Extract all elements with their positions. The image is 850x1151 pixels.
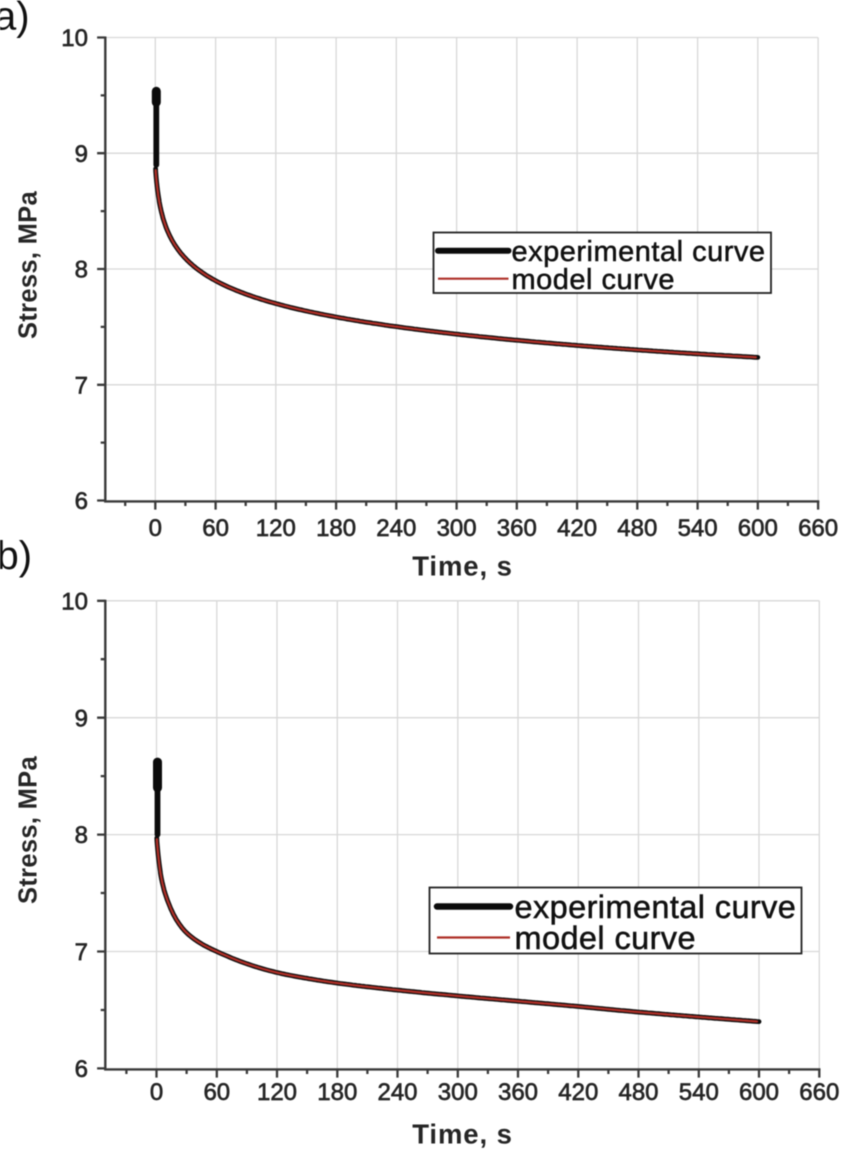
svg-text:300: 300 bbox=[437, 515, 477, 542]
svg-text:480: 480 bbox=[618, 1079, 658, 1106]
svg-text:60: 60 bbox=[202, 515, 229, 542]
svg-text:experimental curve: experimental curve bbox=[515, 889, 797, 925]
svg-text:7: 7 bbox=[75, 939, 88, 966]
svg-text:120: 120 bbox=[256, 515, 296, 542]
svg-text:model curve: model curve bbox=[512, 264, 675, 296]
svg-text:10: 10 bbox=[61, 588, 88, 615]
svg-text:6: 6 bbox=[75, 1056, 88, 1083]
svg-text:180: 180 bbox=[316, 515, 356, 542]
svg-text:480: 480 bbox=[617, 515, 657, 542]
svg-text:a): a) bbox=[0, 0, 30, 39]
svg-text:Stress, MPa: Stress, MPa bbox=[15, 191, 43, 339]
svg-text:Stress, MPa: Stress, MPa bbox=[15, 756, 43, 904]
svg-text:240: 240 bbox=[377, 1079, 417, 1106]
svg-text:9: 9 bbox=[75, 705, 88, 732]
svg-text:0: 0 bbox=[150, 1079, 163, 1106]
svg-text:360: 360 bbox=[498, 1079, 538, 1106]
svg-text:180: 180 bbox=[317, 1079, 357, 1106]
svg-text:420: 420 bbox=[558, 1079, 598, 1106]
svg-text:8: 8 bbox=[75, 257, 88, 284]
svg-text:experimental curve: experimental curve bbox=[512, 236, 766, 268]
svg-text:660: 660 bbox=[799, 1079, 839, 1106]
svg-text:300: 300 bbox=[438, 1079, 478, 1106]
svg-text:600: 600 bbox=[738, 515, 778, 542]
svg-text:model curve: model curve bbox=[515, 920, 696, 956]
svg-text:b): b) bbox=[0, 534, 32, 578]
svg-text:420: 420 bbox=[557, 515, 597, 542]
svg-text:9: 9 bbox=[75, 141, 88, 168]
svg-text:600: 600 bbox=[739, 1079, 779, 1106]
svg-text:Time, s: Time, s bbox=[412, 551, 513, 582]
svg-text:540: 540 bbox=[679, 1079, 719, 1106]
svg-text:8: 8 bbox=[75, 822, 88, 849]
svg-text:Time, s: Time, s bbox=[412, 1119, 513, 1150]
svg-text:6: 6 bbox=[75, 488, 88, 515]
svg-text:0: 0 bbox=[149, 515, 162, 542]
svg-text:540: 540 bbox=[678, 515, 718, 542]
svg-text:240: 240 bbox=[376, 515, 416, 542]
svg-text:7: 7 bbox=[75, 372, 88, 399]
svg-text:660: 660 bbox=[798, 515, 838, 542]
svg-text:120: 120 bbox=[257, 1079, 297, 1106]
svg-text:10: 10 bbox=[61, 25, 88, 52]
svg-text:60: 60 bbox=[203, 1079, 230, 1106]
svg-text:360: 360 bbox=[497, 515, 537, 542]
